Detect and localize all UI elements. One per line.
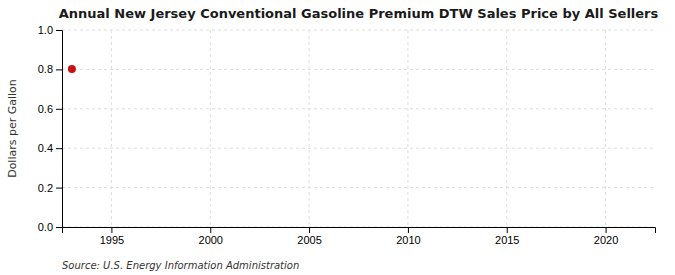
x-tick-mark <box>309 227 310 233</box>
x-axis-line <box>63 228 656 234</box>
grid-line-x <box>111 30 112 227</box>
x-tick: 2005 <box>297 227 321 246</box>
x-tick-mark <box>507 227 508 233</box>
y-tick-label: 0.2 <box>38 182 53 194</box>
y-axis-label: Dollars per Gallon <box>6 79 19 178</box>
grid-line-y <box>62 69 655 70</box>
x-tick: 1995 <box>100 227 124 246</box>
y-tick-label: 0.6 <box>38 103 53 115</box>
y-tick-mark <box>56 30 62 31</box>
y-tick-mark <box>56 188 62 189</box>
y-tick: 0.4 <box>38 142 62 154</box>
chart: 1995 2000 2005 2010 2015 2020 0.0 0.2 0.4 0.6 0.8 1… <box>0 0 675 275</box>
x-tick-label: 2005 <box>297 234 321 246</box>
x-tick: 2020 <box>594 227 618 246</box>
grid-line-y <box>62 187 655 188</box>
point <box>68 65 76 73</box>
x-tick-mark <box>210 227 211 233</box>
y-tick-label: 1.0 <box>38 24 53 36</box>
y-tick: 0.6 <box>38 103 62 115</box>
grid <box>62 30 655 227</box>
x-tick-label: 2000 <box>199 234 223 246</box>
source-note: Source: U.S. Energy Information Administ… <box>62 260 299 271</box>
title: Annual New Jersey Conventional Gasoline … <box>59 6 659 21</box>
grid-line-x <box>506 30 507 227</box>
y-axis: 0.0 0.2 0.4 0.6 0.8 1.0 <box>38 24 63 233</box>
x-tick-label: 2010 <box>396 234 420 246</box>
grid-line-x <box>407 30 408 227</box>
grid-line-y <box>62 30 655 31</box>
x-tick-label: 2020 <box>594 234 618 246</box>
y-tick: 0.8 <box>38 63 62 75</box>
plot-area: 1995 2000 2005 2010 2015 2020 0.0 0.2 0.4 0.6 0.8 1… <box>38 24 656 246</box>
grid-line-x <box>210 30 211 227</box>
y-tick-label: 0.4 <box>38 142 53 154</box>
x-tick-label: 2015 <box>495 234 519 246</box>
y-tick: 0.2 <box>38 182 62 194</box>
y-tick-label: 0.0 <box>38 221 53 233</box>
y-tick-mark <box>56 69 62 70</box>
y-tick-label: 0.8 <box>38 63 53 75</box>
grid-line-x <box>605 30 606 227</box>
x-tick-label: 1995 <box>100 234 124 246</box>
x-axis: 1995 2000 2005 2010 2015 2020 <box>63 227 656 246</box>
grid-line-x <box>309 30 310 227</box>
x-tick: 2000 <box>199 227 223 246</box>
x-tick-mark <box>408 227 409 233</box>
y-tick-mark <box>56 148 62 149</box>
x-tick-mark <box>606 227 607 233</box>
x-tick: 2010 <box>396 227 420 246</box>
y-axis-line <box>56 31 63 228</box>
y-tick: 0.0 <box>38 221 62 233</box>
y-tick-mark <box>56 227 62 228</box>
grid-line-y <box>62 148 655 149</box>
x-tick: 2015 <box>495 227 519 246</box>
y-tick: 1.0 <box>38 24 62 36</box>
x-tick-mark <box>111 227 112 233</box>
marks <box>68 65 76 73</box>
grid-line-y <box>62 108 655 109</box>
y-tick-mark <box>56 109 62 110</box>
